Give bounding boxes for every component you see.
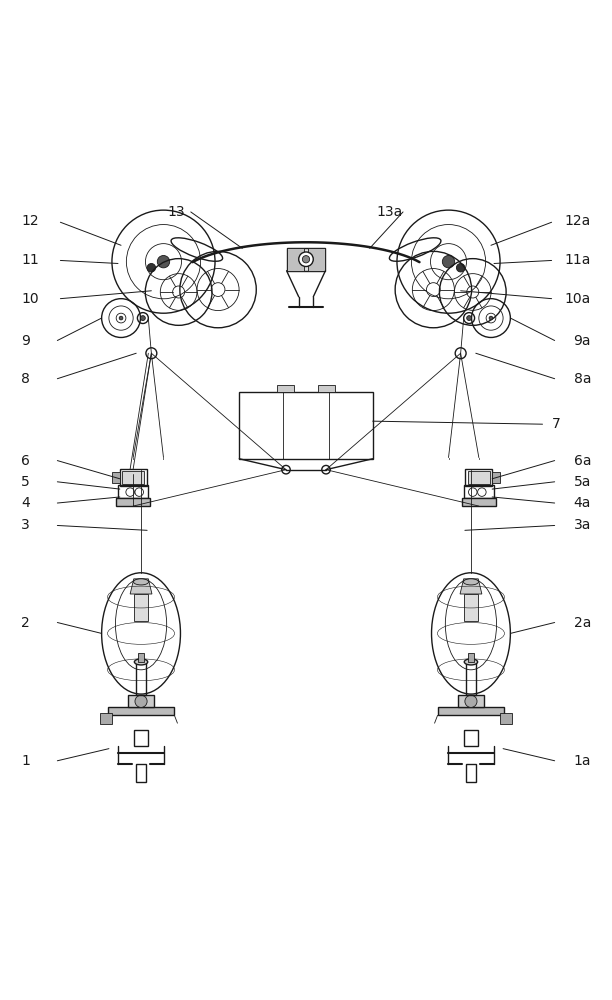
Circle shape xyxy=(302,256,310,263)
Text: 2a: 2a xyxy=(573,616,591,630)
Bar xyxy=(134,594,148,621)
Text: 2: 2 xyxy=(21,616,30,630)
Bar xyxy=(118,485,148,498)
Ellipse shape xyxy=(463,579,479,585)
Polygon shape xyxy=(460,579,482,594)
Bar xyxy=(464,594,478,621)
Text: 10: 10 xyxy=(21,292,39,306)
Text: 1a: 1a xyxy=(573,754,591,768)
Circle shape xyxy=(135,695,147,707)
Bar xyxy=(462,498,496,506)
Bar xyxy=(136,662,146,695)
Bar xyxy=(458,695,484,707)
Text: 6: 6 xyxy=(21,454,30,468)
Bar xyxy=(239,392,373,459)
Circle shape xyxy=(457,263,465,272)
Circle shape xyxy=(157,255,170,268)
Bar xyxy=(277,385,294,392)
Bar xyxy=(491,472,500,483)
Text: 4: 4 xyxy=(21,496,30,510)
Bar xyxy=(464,730,478,746)
Text: 11: 11 xyxy=(21,253,39,267)
Ellipse shape xyxy=(465,659,477,665)
Circle shape xyxy=(489,316,493,320)
Bar xyxy=(112,472,121,483)
Text: 10a: 10a xyxy=(565,292,591,306)
Text: 5a: 5a xyxy=(573,475,591,489)
Bar xyxy=(438,707,504,715)
Circle shape xyxy=(140,316,145,320)
Text: 3: 3 xyxy=(21,518,30,532)
Bar xyxy=(138,653,144,662)
Ellipse shape xyxy=(135,659,147,665)
Circle shape xyxy=(147,263,155,272)
Text: 13: 13 xyxy=(168,205,185,219)
Circle shape xyxy=(467,316,472,320)
Bar xyxy=(318,385,335,392)
Text: 7: 7 xyxy=(552,417,561,431)
Bar xyxy=(466,469,492,486)
Bar xyxy=(466,662,476,695)
Bar xyxy=(120,469,146,486)
Bar xyxy=(116,498,150,506)
Circle shape xyxy=(442,255,455,268)
Text: 13a: 13a xyxy=(377,205,403,219)
Bar xyxy=(108,707,174,715)
Bar xyxy=(128,695,154,707)
Text: 5: 5 xyxy=(21,475,30,489)
Text: 8: 8 xyxy=(21,372,30,386)
Text: 8a: 8a xyxy=(573,372,591,386)
Bar xyxy=(466,764,476,782)
Polygon shape xyxy=(130,579,152,594)
Circle shape xyxy=(119,316,123,320)
Text: 6a: 6a xyxy=(573,454,591,468)
Bar xyxy=(308,248,326,271)
Bar xyxy=(286,248,304,271)
Text: 3a: 3a xyxy=(573,518,591,532)
Text: 11a: 11a xyxy=(565,253,591,267)
Circle shape xyxy=(465,695,477,707)
Text: 9a: 9a xyxy=(573,334,591,348)
Ellipse shape xyxy=(133,579,149,585)
Bar xyxy=(134,730,148,746)
Text: 9: 9 xyxy=(21,334,30,348)
Text: 12a: 12a xyxy=(565,214,591,228)
Text: 1: 1 xyxy=(21,754,30,768)
Bar xyxy=(468,471,490,484)
Bar xyxy=(468,653,474,662)
Bar xyxy=(136,764,146,782)
Bar xyxy=(122,471,144,484)
Bar xyxy=(500,713,512,724)
Text: 12: 12 xyxy=(21,214,39,228)
Text: 4a: 4a xyxy=(573,496,591,510)
Bar xyxy=(286,248,326,271)
Bar xyxy=(100,713,112,724)
Circle shape xyxy=(299,252,313,267)
Bar xyxy=(464,485,494,498)
